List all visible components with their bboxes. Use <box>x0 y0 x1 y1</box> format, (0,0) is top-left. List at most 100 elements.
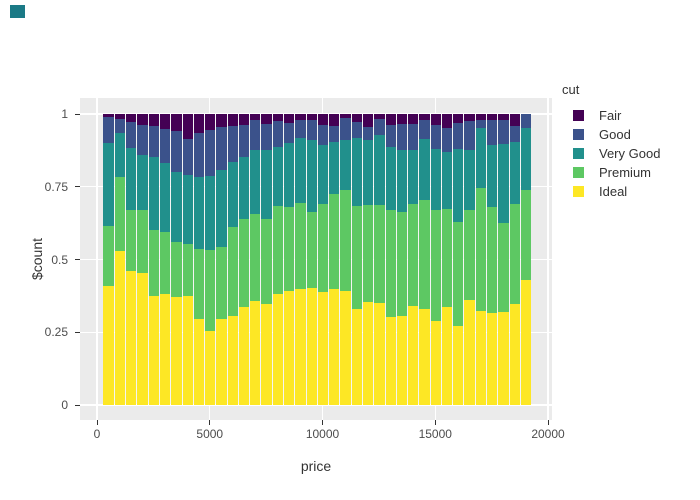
bar-segment-good[interactable] <box>340 118 351 141</box>
bar-segment-fair[interactable] <box>464 114 475 121</box>
bar-segment-very-good[interactable] <box>453 149 464 222</box>
bar-segment-good[interactable] <box>453 122 464 150</box>
bar-segment-very-good[interactable] <box>340 140 351 191</box>
bar-segment-fair[interactable] <box>238 114 250 126</box>
bar-segment-fair[interactable] <box>171 114 182 131</box>
bar-segment-very-good[interactable] <box>261 150 272 219</box>
histogram-bar[interactable] <box>497 114 509 405</box>
bar-segment-good[interactable] <box>306 119 317 141</box>
bar-segment-good[interactable] <box>261 123 272 151</box>
bar-segment-very-good[interactable] <box>520 128 532 191</box>
bar-segment-ideal[interactable] <box>430 320 441 405</box>
bar-segment-fair[interactable] <box>486 114 498 121</box>
bar-segment-good[interactable] <box>284 122 295 144</box>
bar-segment-ideal[interactable] <box>250 300 261 405</box>
bar-segment-premium[interactable] <box>340 190 351 291</box>
bar-segment-fair[interactable] <box>317 114 329 126</box>
bar-segment-good[interactable] <box>464 120 475 151</box>
bar-segment-ideal[interactable] <box>238 306 250 405</box>
bar-segment-fair[interactable] <box>306 114 317 120</box>
bar-segment-premium[interactable] <box>238 218 250 307</box>
bar-segment-good[interactable] <box>498 119 509 144</box>
bar-segment-very-good[interactable] <box>295 138 306 204</box>
bar-segment-fair[interactable] <box>396 114 408 124</box>
bar-segment-very-good[interactable] <box>126 148 137 211</box>
bar-segment-premium[interactable] <box>520 190 532 281</box>
histogram-bar[interactable] <box>519 114 532 405</box>
bar-segment-fair[interactable] <box>374 114 385 120</box>
bar-segment-premium[interactable] <box>441 208 453 308</box>
bar-segment-premium[interactable] <box>486 207 498 314</box>
bar-segment-fair[interactable] <box>362 114 374 127</box>
bar-segment-ideal[interactable] <box>340 290 351 405</box>
bar-segment-fair[interactable] <box>250 114 261 121</box>
bar-segment-good[interactable] <box>374 119 385 135</box>
histogram-bar[interactable] <box>181 114 193 405</box>
plot-panel[interactable] <box>80 98 552 420</box>
bar-segment-very-good[interactable] <box>374 134 385 206</box>
bar-segment-ideal[interactable] <box>362 302 374 405</box>
bar-segment-ideal[interactable] <box>419 308 430 405</box>
histogram-bar[interactable] <box>170 114 182 405</box>
bar-segment-fair[interactable] <box>148 114 159 126</box>
bar-segment-premium[interactable] <box>408 203 419 306</box>
bar-segment-fair[interactable] <box>102 114 114 117</box>
histogram-bar[interactable] <box>305 114 317 405</box>
bar-segment-fair[interactable] <box>498 114 509 120</box>
bar-segment-premium[interactable] <box>329 193 340 289</box>
bar-segment-good[interactable] <box>193 132 205 177</box>
legend-item-very-good[interactable]: Very Good <box>562 144 660 163</box>
bar-segment-premium[interactable] <box>306 212 317 289</box>
bar-segment-very-good[interactable] <box>205 176 216 251</box>
bar-segment-ideal[interactable] <box>114 250 126 405</box>
bar-segment-very-good[interactable] <box>148 156 159 230</box>
bar-segment-premium[interactable] <box>430 209 441 321</box>
bar-segment-very-good[interactable] <box>408 150 419 204</box>
bar-segment-ideal[interactable] <box>160 294 171 405</box>
histogram-bar[interactable] <box>249 114 261 405</box>
bar-segment-ideal[interactable] <box>374 303 385 405</box>
bar-segment-fair[interactable] <box>182 114 193 140</box>
bar-segment-good[interactable] <box>362 126 374 141</box>
bar-segment-good[interactable] <box>509 125 520 142</box>
bar-segment-ideal[interactable] <box>486 313 498 405</box>
histogram-bar[interactable] <box>361 114 374 405</box>
histogram-bar[interactable] <box>271 114 284 405</box>
legend-item-fair[interactable]: Fair <box>562 106 660 125</box>
histogram-bar[interactable] <box>147 114 159 405</box>
bar-segment-very-good[interactable] <box>137 155 148 211</box>
bar-segment-good[interactable] <box>385 125 396 147</box>
bar-segment-premium[interactable] <box>385 210 396 318</box>
bar-segment-premium[interactable] <box>475 188 486 311</box>
histogram-bar[interactable] <box>159 114 171 405</box>
bar-segment-good[interactable] <box>351 121 362 139</box>
bar-segment-ideal[interactable] <box>284 291 295 405</box>
bar-segment-good[interactable] <box>272 120 284 147</box>
bar-segment-premium[interactable] <box>464 209 475 301</box>
bar-segment-ideal[interactable] <box>317 292 329 405</box>
histogram-bar[interactable] <box>125 114 137 405</box>
bar-segment-very-good[interactable] <box>171 171 182 243</box>
bar-segment-very-good[interactable] <box>329 141 340 194</box>
bar-segment-fair[interactable] <box>475 114 486 120</box>
bar-segment-very-good[interactable] <box>486 145 498 208</box>
bar-segment-fair[interactable] <box>216 114 227 127</box>
bar-segment-very-good[interactable] <box>182 175 193 244</box>
bar-segment-good[interactable] <box>520 114 532 129</box>
bar-segment-ideal[interactable] <box>261 303 272 405</box>
histogram-bar[interactable] <box>508 114 520 405</box>
histogram-bar[interactable] <box>395 114 408 405</box>
bar-segment-very-good[interactable] <box>498 143 509 224</box>
bar-segment-fair[interactable] <box>385 114 396 126</box>
bar-segment-fair[interactable] <box>126 114 137 122</box>
histogram-bar[interactable] <box>463 114 475 405</box>
bar-segment-very-good[interactable] <box>385 146 396 211</box>
bar-segment-fair[interactable] <box>351 114 362 122</box>
bar-segment-ideal[interactable] <box>396 315 408 405</box>
bar-segment-ideal[interactable] <box>408 305 419 405</box>
bar-segment-premium[interactable] <box>261 218 272 304</box>
bar-segment-good[interactable] <box>227 125 238 162</box>
bar-segment-good[interactable] <box>114 118 126 133</box>
histogram-bar[interactable] <box>418 114 430 405</box>
bar-segment-premium[interactable] <box>160 232 171 295</box>
